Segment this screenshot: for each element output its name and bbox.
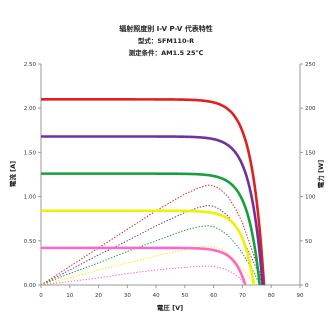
chart-subtitle-model: 型式：SFM110-R [138, 36, 194, 45]
x-tick-label: 10 [66, 293, 73, 299]
x-tick-label: 30 [124, 293, 131, 299]
pv-curve [40, 204, 264, 286]
chart-title: 辐射照度别 I-V P-V 代表特性 [119, 24, 213, 33]
x-tick-label: 40 [153, 293, 160, 299]
x-axis-label: 電圧 [V] [157, 303, 183, 312]
pv-curve [40, 245, 255, 286]
y-right-tick-label: 100 [305, 195, 316, 201]
x-tick-label: 60 [210, 293, 217, 299]
y-left-tick-label: 1.00 [24, 195, 37, 201]
chart-subtitle-conditions: 测定条件：AM1.5 25℃ [129, 48, 204, 57]
y-left-tick-label: 2.00 [24, 106, 37, 112]
iv-curve [40, 98, 266, 286]
x-tick-label: 80 [268, 293, 275, 299]
y-right-tick-label: 150 [305, 150, 316, 156]
iv-curve [40, 172, 262, 286]
y-left-tick-label: 1.50 [24, 150, 37, 156]
x-tick-label: 70 [239, 293, 246, 299]
pv-curve [40, 265, 246, 286]
iv-curve [40, 246, 247, 286]
y-axis-right-ticks: 0 50 100 150 200 250 [300, 62, 316, 289]
y-right-tick-label: 0 [305, 283, 309, 289]
x-tick-label: 20 [95, 293, 102, 299]
x-tick-label: 0 [39, 293, 43, 299]
x-tick-label: 50 [181, 293, 188, 299]
y-left-tick-label: 2.50 [24, 62, 37, 68]
y-left-tick-label: 0.00 [24, 283, 37, 289]
x-tick-label: 90 [297, 293, 304, 299]
pv-curves [40, 184, 265, 286]
y-axis-left-label: 電流 [A] [8, 161, 17, 187]
iv-curve [40, 135, 264, 286]
y-right-tick-label: 250 [305, 62, 316, 68]
iv-curves [40, 98, 266, 286]
pv-curve [40, 225, 261, 286]
iv-curve [40, 209, 256, 286]
y-left-tick-label: 0.50 [24, 239, 37, 245]
y-axis-left-ticks: 0.00 0.50 1.00 1.50 2.00 2.50 [24, 62, 41, 289]
y-right-tick-label: 200 [305, 106, 316, 112]
y-axis-right-label: 電力 [W] [316, 160, 325, 188]
x-axis-ticks: 0 10 20 30 40 50 60 70 80 90 [39, 285, 304, 299]
pv-curve [40, 184, 265, 286]
y-right-tick-label: 50 [305, 239, 312, 245]
